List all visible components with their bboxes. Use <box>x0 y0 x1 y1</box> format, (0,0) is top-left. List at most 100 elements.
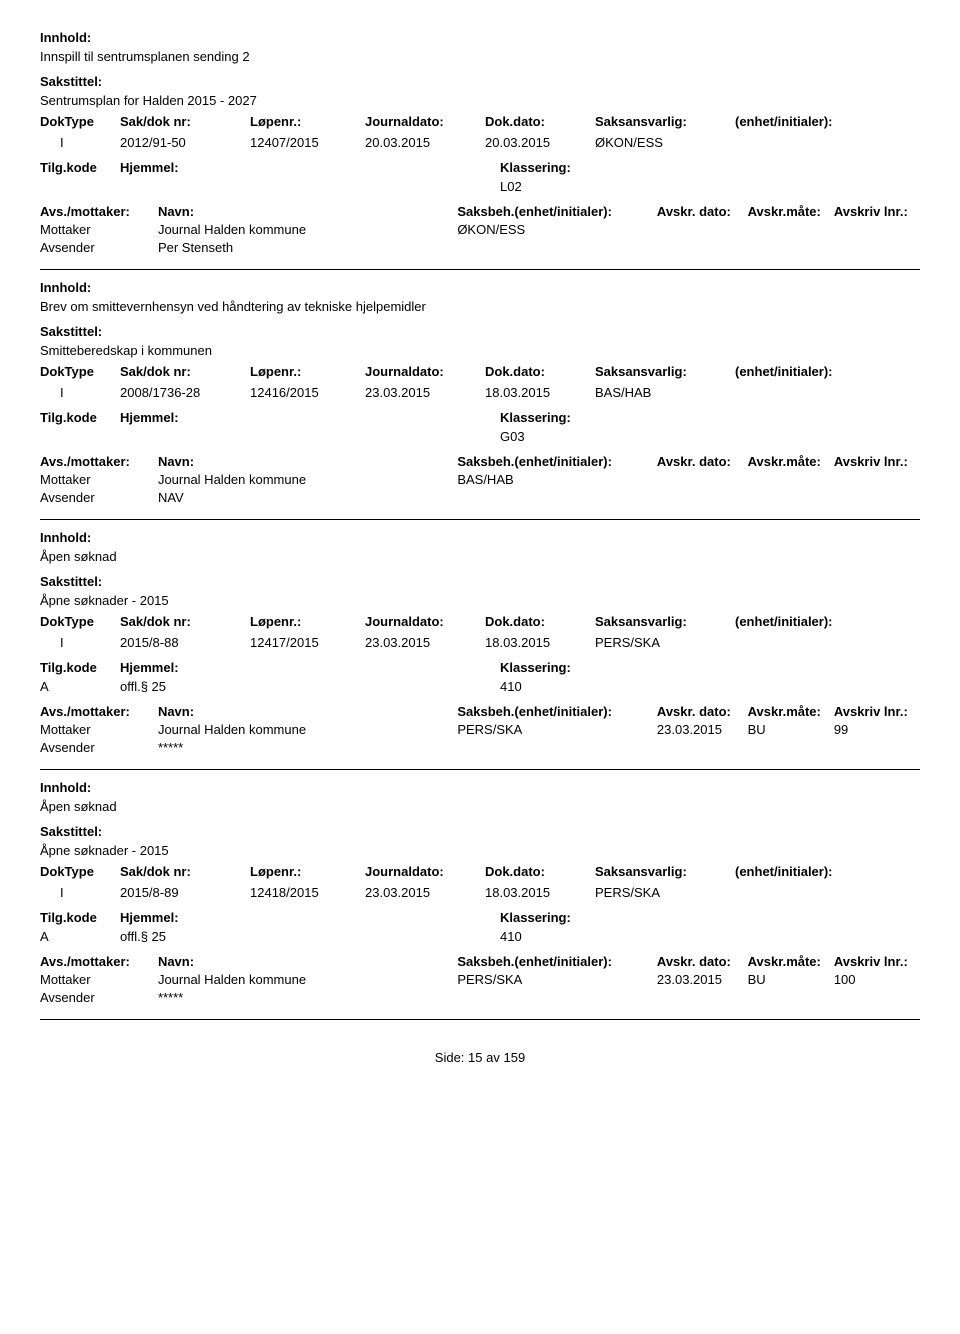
column-header: (enhet/initialer): <box>735 614 885 629</box>
party-row: Avsender***** <box>40 740 920 755</box>
column-value <box>735 635 885 650</box>
party-avskrmate <box>748 740 834 755</box>
party-avskrmate <box>748 472 834 487</box>
party-avskrlnr <box>834 240 920 255</box>
party-avskrdato <box>657 240 748 255</box>
column-header: Dok.dato: <box>485 364 595 379</box>
party-row: MottakerJournal Halden kommunePERS/SKA23… <box>40 972 920 987</box>
sakstittel-label: Sakstittel: <box>40 324 920 339</box>
av-label: av <box>486 1050 500 1065</box>
party-row: AvsenderNAV <box>40 490 920 505</box>
hjemmel-labels: Tilg.kodeHjemmel: <box>40 160 500 175</box>
column-value: PERS/SKA <box>595 885 735 900</box>
column-value: 23.03.2015 <box>365 385 485 400</box>
klassering-value: L02 <box>500 179 571 194</box>
party-col-header: Avskriv lnr.: <box>834 204 920 219</box>
party-avskrdato <box>657 490 748 505</box>
party-avskrdato <box>657 990 748 1005</box>
party-col-header: Avskr. dato: <box>657 204 748 219</box>
klassering-value: 410 <box>500 679 571 694</box>
sakstittel-label: Sakstittel: <box>40 574 920 589</box>
column-header: (enhet/initialer): <box>735 114 885 129</box>
party-col-header: Saksbeh.(enhet/initialer): <box>457 704 657 719</box>
party-role: Avsender <box>40 740 158 755</box>
party-col-header: Saksbeh.(enhet/initialer): <box>457 454 657 469</box>
columns-header: DokTypeSak/dok nr:Løpenr.:Journaldato:Do… <box>40 364 920 379</box>
party-avskrmate <box>748 490 834 505</box>
column-header: Dok.dato: <box>485 864 595 879</box>
column-header: DokType <box>40 864 120 879</box>
klassering-column: Klassering:L02 <box>500 160 571 194</box>
column-header: (enhet/initialer): <box>735 864 885 879</box>
party-col-header: Navn: <box>158 454 358 469</box>
column-header: Løpenr.: <box>250 114 365 129</box>
column-header: Sak/dok nr: <box>120 364 250 379</box>
hjemmel-klassering-row: Tilg.kodeHjemmel:Klassering:L02 <box>40 160 920 194</box>
party-avskrlnr <box>834 472 920 487</box>
column-header: Løpenr.: <box>250 864 365 879</box>
innhold-value: Åpen søknad <box>40 799 920 814</box>
page-total: 159 <box>504 1050 526 1065</box>
sakstittel-value: Smitteberedskap i kommunen <box>40 343 920 358</box>
sakstittel-value: Åpne søknader - 2015 <box>40 593 920 608</box>
hjemmel-column: Tilg.kodeHjemmel: <box>40 410 500 444</box>
party-saksbeh: BAS/HAB <box>457 472 657 487</box>
party-avskrmate: BU <box>748 972 834 987</box>
party-saksbeh <box>457 490 657 505</box>
party-avskrdato <box>657 472 748 487</box>
columns-values: I2008/1736-2812416/201523.03.201518.03.2… <box>40 385 920 400</box>
party-avskrlnr <box>834 222 920 237</box>
hjemmel-klassering-row: Tilg.kodeHjemmel:Aoffl.§ 25Klassering:41… <box>40 660 920 694</box>
party-avskrmate: BU <box>748 722 834 737</box>
party-header: Avs./mottaker:Navn:Saksbeh.(enhet/initia… <box>40 954 920 969</box>
party-navn: ***** <box>158 740 457 755</box>
column-header: Sak/dok nr: <box>120 864 250 879</box>
column-value: 2012/91-50 <box>120 135 250 150</box>
column-value: I <box>40 385 120 400</box>
sakstittel-value: Åpne søknader - 2015 <box>40 843 920 858</box>
party-navn: NAV <box>158 490 457 505</box>
party-header: Avs./mottaker:Navn:Saksbeh.(enhet/initia… <box>40 204 920 219</box>
party-col-header: Avskr. dato: <box>657 454 748 469</box>
party-role: Mottaker <box>40 722 158 737</box>
innhold-label: Innhold: <box>40 30 920 45</box>
party-row: MottakerJournal Halden kommunePERS/SKA23… <box>40 722 920 737</box>
column-header: Journaldato: <box>365 864 485 879</box>
party-avskrmate <box>748 990 834 1005</box>
party-header: Avs./mottaker:Navn:Saksbeh.(enhet/initia… <box>40 704 920 719</box>
party-role: Avsender <box>40 990 158 1005</box>
column-header: Journaldato: <box>365 114 485 129</box>
innhold-value: Brev om smittevernhensyn ved håndtering … <box>40 299 920 314</box>
klassering-label: Klassering: <box>500 410 571 425</box>
party-col-header: Saksbeh.(enhet/initialer): <box>457 204 657 219</box>
column-value <box>735 135 885 150</box>
column-value: 12416/2015 <box>250 385 365 400</box>
party-col-header: Avskriv lnr.: <box>834 704 920 719</box>
party-col-header: Avs./mottaker: <box>40 454 158 469</box>
column-header: Sak/dok nr: <box>120 114 250 129</box>
party-navn: Journal Halden kommune <box>158 972 457 987</box>
column-value: 20.03.2015 <box>485 135 595 150</box>
column-value: 23.03.2015 <box>365 635 485 650</box>
party-col-header: Avskr.måte: <box>748 454 834 469</box>
column-value: 2015/8-88 <box>120 635 250 650</box>
column-value: I <box>40 635 120 650</box>
column-header: Saksansvarlig: <box>595 864 735 879</box>
party-avskrdato <box>657 222 748 237</box>
column-header: Journaldato: <box>365 614 485 629</box>
party-col-header: Avskr.måte: <box>748 704 834 719</box>
klassering-column: Klassering:410 <box>500 660 571 694</box>
party-col-header: Avs./mottaker: <box>40 204 158 219</box>
column-value: I <box>40 135 120 150</box>
party-saksbeh: ØKON/ESS <box>457 222 657 237</box>
party-col-header: Navn: <box>158 954 358 969</box>
hjemmel-labels: Tilg.kodeHjemmel: <box>40 410 500 425</box>
column-value: BAS/HAB <box>595 385 735 400</box>
column-header: (enhet/initialer): <box>735 364 885 379</box>
party-saksbeh: PERS/SKA <box>457 722 657 737</box>
column-header: Journaldato: <box>365 364 485 379</box>
party-navn: ***** <box>158 990 457 1005</box>
column-header: Dok.dato: <box>485 114 595 129</box>
party-saksbeh <box>457 740 657 755</box>
column-value: 23.03.2015 <box>365 885 485 900</box>
